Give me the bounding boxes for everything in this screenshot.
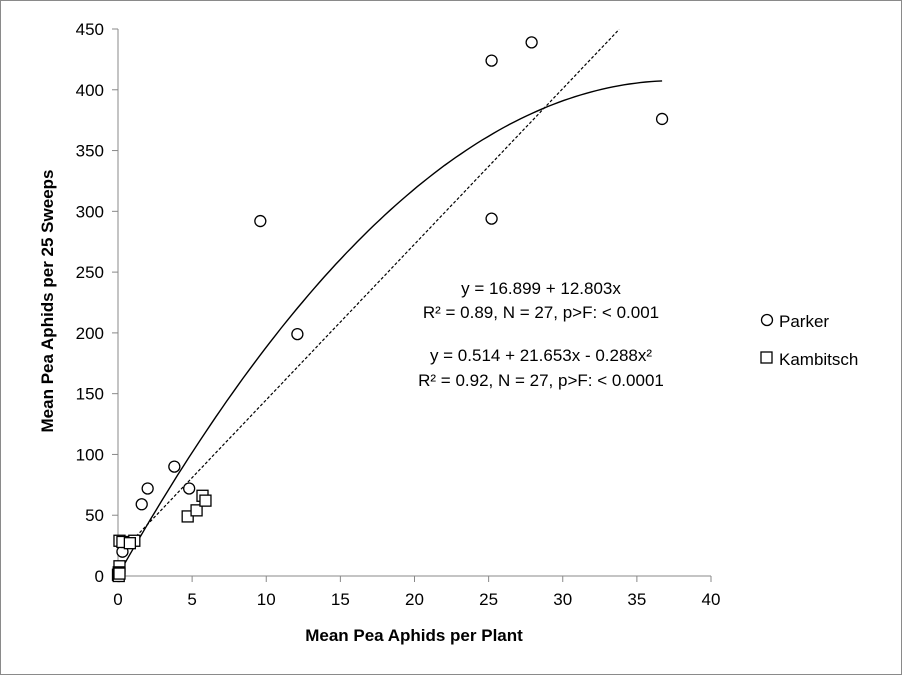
point-parker bbox=[183, 482, 196, 495]
point-parker bbox=[141, 482, 154, 495]
y-tick-label: 200 bbox=[76, 324, 104, 343]
point-parker bbox=[168, 460, 181, 473]
y-tick-label: 50 bbox=[85, 506, 104, 525]
point-kambitsch bbox=[123, 537, 137, 550]
point-parker bbox=[485, 54, 498, 67]
point-kambitsch bbox=[199, 494, 212, 507]
linear-fit-equation: y = 16.899 + 12.803x bbox=[461, 279, 621, 298]
point-parker bbox=[655, 112, 669, 126]
legend: Parker Kambitsch bbox=[760, 312, 858, 369]
point-parker bbox=[254, 214, 267, 228]
x-tick-label: 40 bbox=[702, 590, 721, 609]
legend-marker-kambitsch bbox=[760, 351, 773, 364]
x-tick-label: 20 bbox=[405, 590, 424, 609]
quadratic-fit-stats: R² = 0.92, N = 27, p>F: < 0.0001 bbox=[418, 371, 664, 390]
point-kambitsch bbox=[113, 567, 126, 580]
legend-marker-parker bbox=[760, 313, 774, 327]
x-tick-label: 15 bbox=[331, 590, 350, 609]
y-tick-label: 450 bbox=[76, 20, 104, 39]
x-tick-label: 30 bbox=[553, 590, 572, 609]
legend-label-parker: Parker bbox=[779, 312, 829, 331]
y-tick-label: 100 bbox=[76, 445, 104, 464]
axes: 0 5 10 15 20 25 30 35 40050100150200250300350400… bbox=[76, 20, 721, 609]
point-parker bbox=[525, 36, 538, 49]
quadratic-fit-equation: y = 0.514 + 21.653x - 0.288x² bbox=[430, 346, 652, 365]
x-tick-label: 10 bbox=[257, 590, 276, 609]
y-axis-label: Mean Pea Aphids per 25 Sweeps bbox=[38, 170, 57, 433]
quadratic-fit-line bbox=[117, 80, 663, 576]
y-tick-label: 350 bbox=[76, 142, 104, 161]
x-tick-label: 0 bbox=[113, 590, 122, 609]
point-parker bbox=[485, 212, 498, 225]
linear-fit-stats: R² = 0.89, N = 27, p>F: < 0.001 bbox=[423, 303, 659, 322]
y-tick-label: 150 bbox=[76, 385, 104, 404]
x-tick-label: 35 bbox=[627, 590, 646, 609]
x-tick-label: 25 bbox=[479, 590, 498, 609]
linear-fit-line bbox=[121, 28, 620, 552]
point-parker bbox=[135, 498, 148, 511]
y-tick-label: 0 bbox=[95, 567, 104, 586]
y-tick-label: 300 bbox=[76, 202, 104, 221]
point-parker bbox=[291, 327, 304, 341]
fit-lines bbox=[117, 28, 663, 576]
data-points bbox=[111, 36, 669, 583]
y-tick-label: 400 bbox=[76, 81, 104, 100]
legend-label-kambitsch: Kambitsch bbox=[779, 350, 858, 369]
x-axis-label: Mean Pea Aphids per Plant bbox=[305, 626, 523, 645]
y-tick-label: 250 bbox=[76, 263, 104, 282]
point-kambitsch bbox=[190, 504, 203, 517]
x-tick-label: 5 bbox=[187, 590, 196, 609]
